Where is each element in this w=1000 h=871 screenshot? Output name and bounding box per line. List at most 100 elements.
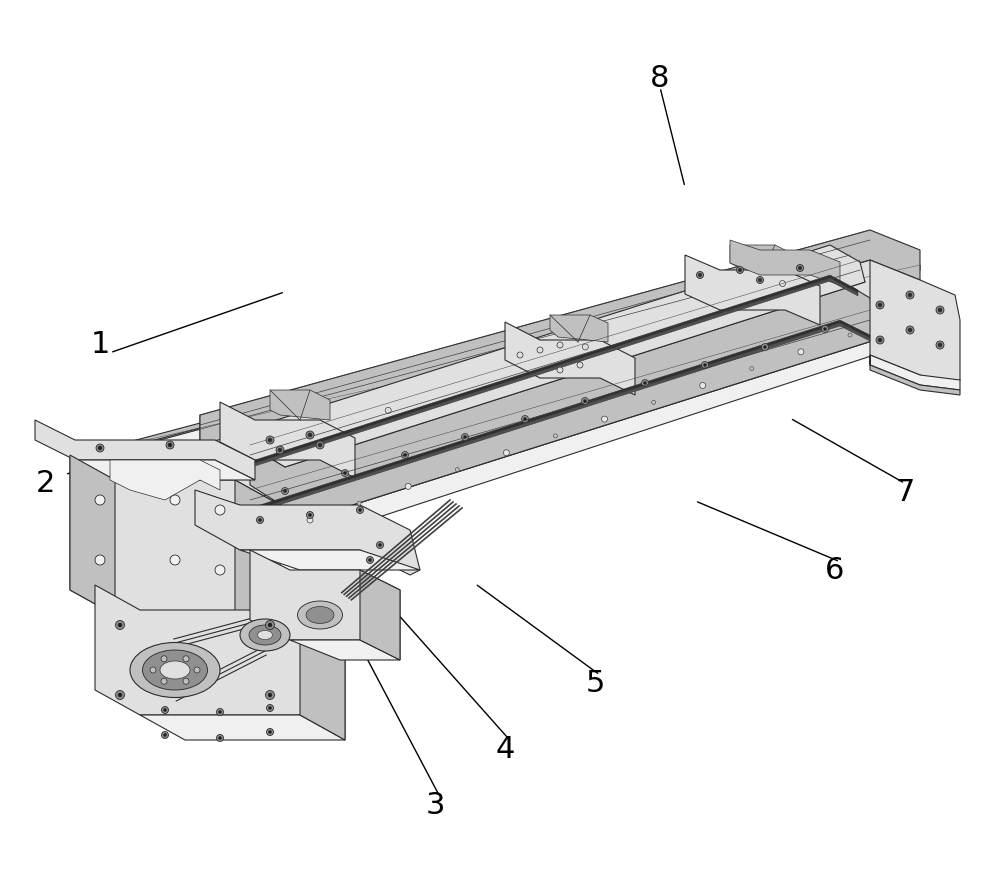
Circle shape — [306, 431, 314, 439]
Circle shape — [557, 342, 563, 348]
Circle shape — [644, 381, 646, 384]
Ellipse shape — [240, 619, 290, 651]
Polygon shape — [200, 230, 920, 445]
Circle shape — [764, 346, 767, 348]
Circle shape — [183, 679, 189, 685]
Circle shape — [306, 511, 314, 518]
Text: 8: 8 — [650, 64, 670, 93]
Circle shape — [307, 517, 313, 523]
Polygon shape — [250, 315, 875, 520]
Circle shape — [116, 691, 124, 699]
Text: 5: 5 — [585, 669, 605, 699]
Circle shape — [258, 518, 262, 522]
Circle shape — [642, 380, 648, 387]
Circle shape — [366, 557, 374, 564]
Polygon shape — [95, 585, 345, 740]
Text: 4: 4 — [495, 734, 515, 764]
Circle shape — [96, 444, 104, 452]
Circle shape — [368, 558, 372, 562]
Circle shape — [936, 341, 944, 349]
Circle shape — [537, 347, 543, 353]
Polygon shape — [240, 550, 420, 570]
Circle shape — [462, 434, 468, 441]
Polygon shape — [250, 550, 400, 660]
Circle shape — [268, 731, 272, 733]
Circle shape — [385, 408, 391, 414]
Circle shape — [652, 401, 656, 404]
Circle shape — [118, 623, 122, 627]
Circle shape — [602, 416, 608, 422]
Circle shape — [876, 336, 884, 344]
Circle shape — [517, 352, 523, 358]
Circle shape — [503, 449, 509, 456]
Circle shape — [150, 667, 156, 673]
Polygon shape — [235, 480, 280, 640]
Circle shape — [308, 433, 312, 437]
Circle shape — [268, 706, 272, 710]
Circle shape — [696, 272, 704, 279]
Polygon shape — [115, 615, 280, 640]
Text: 3: 3 — [425, 791, 445, 820]
Circle shape — [404, 454, 406, 456]
Polygon shape — [140, 715, 345, 740]
Circle shape — [522, 415, 528, 422]
Circle shape — [796, 265, 804, 272]
Polygon shape — [255, 255, 865, 467]
Polygon shape — [260, 323, 870, 511]
Circle shape — [170, 495, 180, 505]
Circle shape — [284, 490, 287, 492]
Polygon shape — [275, 315, 875, 520]
Polygon shape — [70, 455, 115, 615]
Circle shape — [164, 733, 166, 737]
Circle shape — [758, 278, 762, 282]
Circle shape — [906, 326, 914, 334]
Circle shape — [215, 565, 225, 575]
Circle shape — [798, 267, 802, 270]
Circle shape — [524, 417, 526, 421]
Polygon shape — [685, 255, 820, 325]
Circle shape — [162, 732, 168, 739]
Circle shape — [582, 397, 588, 404]
Ellipse shape — [306, 606, 334, 624]
Text: 1: 1 — [90, 329, 110, 359]
Circle shape — [798, 348, 804, 354]
Circle shape — [266, 436, 274, 444]
Polygon shape — [80, 255, 920, 490]
Circle shape — [736, 267, 744, 273]
Circle shape — [266, 691, 274, 699]
Circle shape — [268, 623, 272, 627]
Circle shape — [698, 273, 702, 277]
Circle shape — [218, 711, 222, 713]
Circle shape — [266, 705, 274, 712]
Circle shape — [402, 451, 409, 458]
Circle shape — [95, 555, 105, 565]
Ellipse shape — [258, 631, 272, 639]
Circle shape — [557, 367, 563, 373]
Circle shape — [582, 344, 588, 350]
Polygon shape — [35, 420, 255, 480]
Circle shape — [757, 276, 764, 283]
Circle shape — [750, 367, 754, 371]
Circle shape — [357, 501, 361, 505]
Polygon shape — [250, 280, 875, 520]
Circle shape — [194, 667, 200, 673]
Circle shape — [308, 514, 312, 517]
Circle shape — [936, 306, 944, 314]
Polygon shape — [195, 490, 420, 575]
Polygon shape — [300, 610, 345, 740]
Polygon shape — [730, 240, 840, 285]
Polygon shape — [75, 460, 255, 480]
Circle shape — [702, 361, 708, 368]
Polygon shape — [80, 250, 920, 460]
Text: 2: 2 — [35, 469, 55, 498]
Circle shape — [358, 509, 362, 511]
Circle shape — [553, 434, 557, 438]
Circle shape — [700, 382, 706, 388]
Circle shape — [584, 400, 586, 402]
Circle shape — [938, 343, 942, 347]
Circle shape — [738, 268, 742, 272]
Circle shape — [824, 327, 826, 330]
Circle shape — [162, 706, 168, 713]
Circle shape — [161, 679, 167, 685]
Circle shape — [762, 343, 768, 350]
